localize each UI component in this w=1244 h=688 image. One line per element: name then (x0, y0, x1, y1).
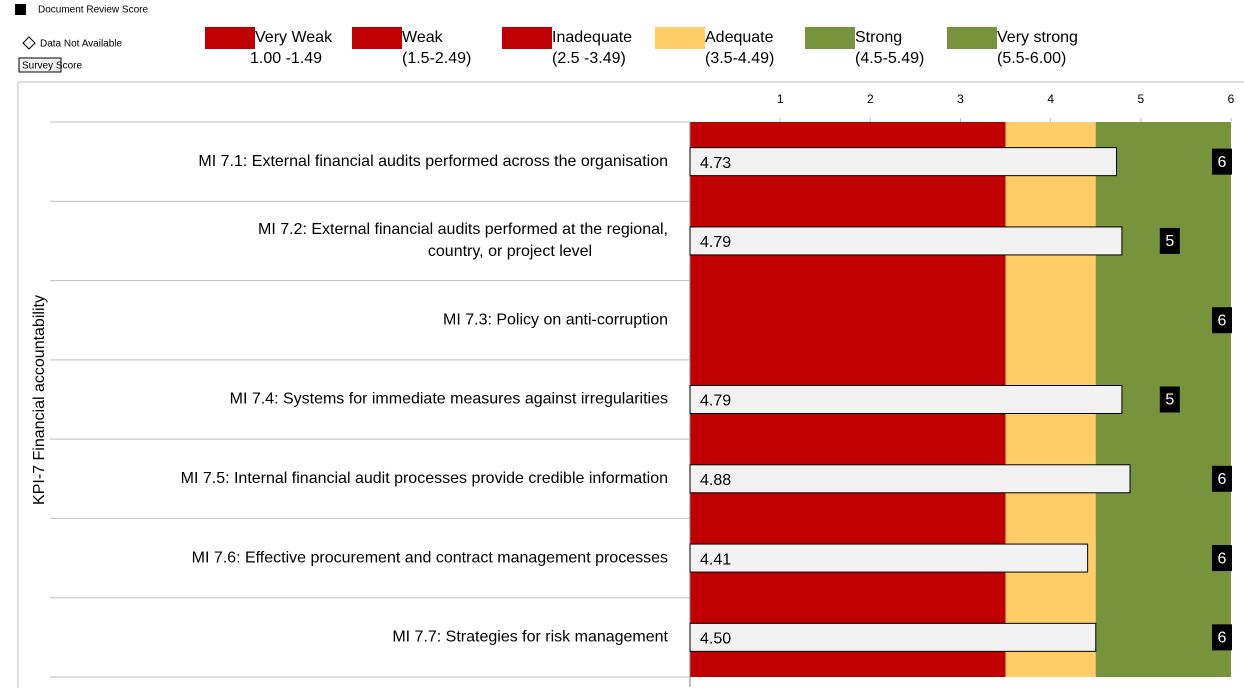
survey-bar (689, 622, 1097, 652)
legend-name: Very Weak (255, 29, 333, 46)
legend-range: (1.5-2.49) (402, 50, 471, 67)
legend-swatch (502, 27, 552, 49)
doc-review-label: 6 (1218, 471, 1227, 488)
survey-bar (689, 464, 1131, 494)
legend-name: Inadequate (552, 29, 632, 46)
x-tick-label: 5 (1137, 92, 1144, 106)
category-label: MI 7.5: Internal financial audit process… (181, 470, 668, 487)
survey-bar (689, 226, 1123, 256)
legend-name: Strong (855, 29, 902, 46)
legend-name: Weak (402, 29, 444, 46)
legend-na-marker (22, 36, 36, 50)
survey-value-label: 4.50 (700, 631, 731, 648)
survey-value-label: 4.88 (700, 472, 731, 489)
legend-survey: Survey Score (22, 61, 82, 72)
doc-review-label: 5 (1165, 233, 1174, 250)
doc-review-marker (1212, 545, 1232, 572)
doc-review-marker (1212, 465, 1232, 492)
category-label: MI 7.4: Systems for immediate measures a… (230, 391, 668, 408)
doc-review-label: 5 (1165, 392, 1174, 409)
legend-na: Data Not Available (40, 39, 123, 50)
legend-doc-marker (15, 4, 26, 15)
legend-range: (5.5-6.00) (997, 50, 1066, 67)
doc-review-marker (1159, 227, 1180, 254)
doc-review-label: 6 (1218, 312, 1227, 329)
legend-survey-marker (18, 57, 62, 73)
doc-review-label: 6 (1218, 154, 1227, 171)
x-tick-label: 1 (777, 92, 784, 106)
x-tick-label: 2 (867, 92, 874, 106)
legend-swatch (805, 27, 855, 49)
survey-bar (689, 543, 1089, 573)
category-label: MI 7.1: External financial audits perfor… (198, 153, 668, 170)
legend-range: (3.5-4.49) (705, 50, 774, 67)
survey-value-label: 4.73 (700, 155, 731, 172)
survey-bar (689, 385, 1123, 414)
legend-swatch (947, 27, 997, 49)
x-tick-label: 4 (1047, 92, 1054, 106)
survey-value-label: 4.79 (700, 393, 731, 410)
survey-bar (689, 147, 1117, 177)
category-label: MI 7.7: Strategies for risk management (392, 629, 668, 646)
legend-range: 1.00 -1.49 (250, 50, 322, 67)
legend-doc: Document Review Score (38, 5, 148, 16)
category-label: MI 7.3: Policy on anti-corruption (443, 311, 668, 328)
doc-review-label: 6 (1218, 550, 1227, 567)
x-tick-label: 6 (1228, 92, 1235, 106)
legend-swatch (655, 27, 705, 49)
survey-value-label: 4.41 (700, 551, 731, 568)
legend-name: Adequate (705, 29, 774, 46)
doc-review-marker (1212, 624, 1232, 651)
category-label: MI 7.6: Effective procurement and contra… (192, 549, 668, 566)
doc-review-marker (1159, 386, 1180, 413)
legend-range: (4.5-5.49) (855, 50, 924, 67)
frame (17, 81, 1244, 688)
legend-swatch (205, 27, 255, 49)
category-label: MI 7.2: External financial audits perfor… (258, 221, 668, 260)
legend-range: (2.5 -3.49) (552, 50, 626, 67)
legend-swatch (352, 27, 402, 49)
survey-value-label: 4.79 (700, 234, 731, 251)
doc-review-marker (1212, 307, 1232, 334)
doc-review-marker (1212, 148, 1232, 175)
doc-review-label: 6 (1218, 630, 1227, 647)
legend-name: Very strong (997, 29, 1078, 46)
x-tick-label: 3 (957, 92, 964, 106)
y-axis-label: KPI-7 Financial accountability (31, 295, 48, 505)
